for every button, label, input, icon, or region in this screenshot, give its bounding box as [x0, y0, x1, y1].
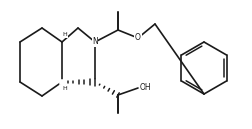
- Text: N: N: [92, 38, 98, 46]
- Text: H: H: [63, 33, 67, 38]
- Text: OH: OH: [140, 83, 152, 92]
- Text: H: H: [63, 87, 67, 91]
- Text: O: O: [135, 34, 141, 42]
